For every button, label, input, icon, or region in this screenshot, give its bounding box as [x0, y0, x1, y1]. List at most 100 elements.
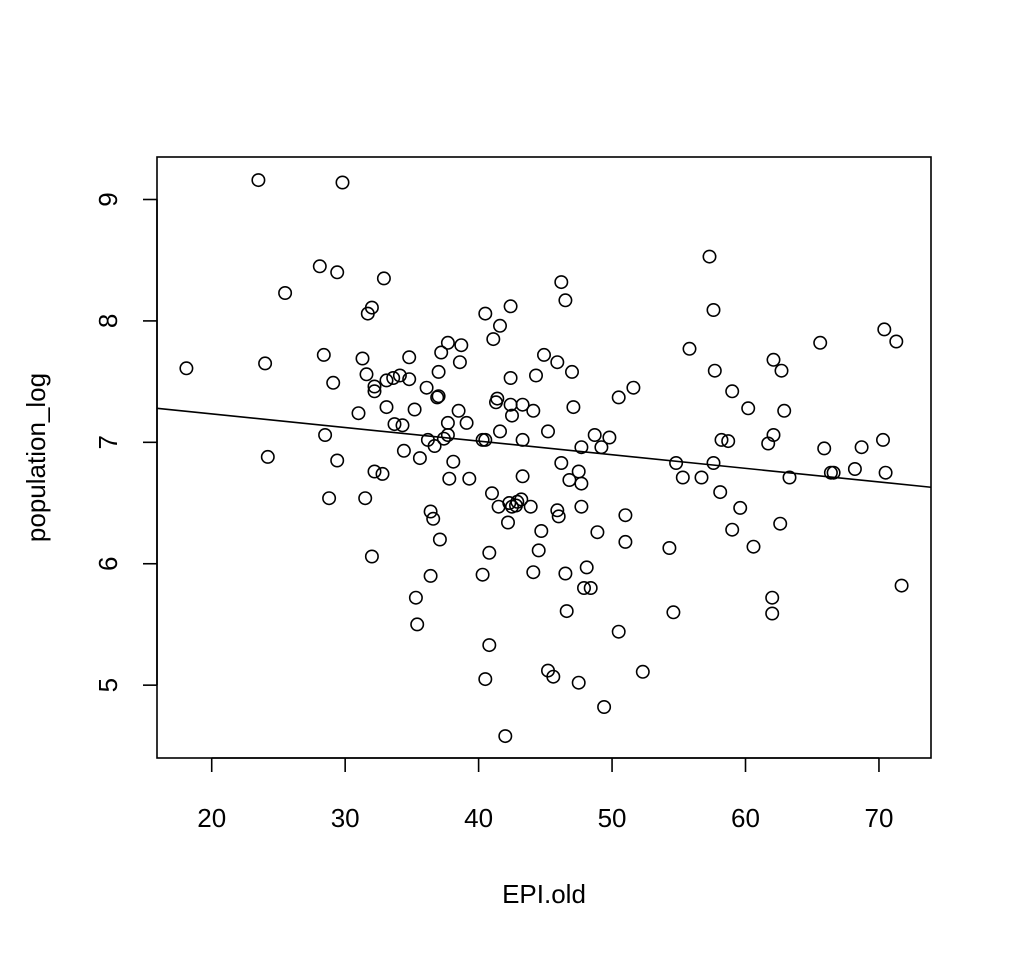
data-point [478, 432, 493, 447]
data-point [894, 578, 909, 593]
data-point [395, 418, 410, 433]
data-point [597, 699, 612, 714]
x-axis-label: EPI.old [502, 879, 586, 909]
data-point [611, 390, 626, 405]
data-point [386, 370, 401, 385]
data-point [484, 486, 499, 501]
data-point [707, 363, 722, 378]
data-point [432, 532, 447, 547]
x-axis: 20 30 40 50 60 70 [197, 757, 893, 833]
data-point [431, 389, 446, 404]
data-point [330, 453, 345, 468]
data-point [733, 500, 748, 515]
data-point [782, 470, 797, 485]
data-point [746, 539, 761, 554]
y-axis-label: population_log [21, 373, 51, 542]
data-point [550, 355, 565, 370]
data-point [504, 408, 519, 423]
data-point [423, 568, 438, 583]
data-point [355, 351, 370, 366]
data-point [576, 580, 591, 595]
data-point [514, 492, 529, 507]
data-point [482, 638, 497, 653]
data-point [583, 580, 598, 595]
x-tick-label: 40 [464, 803, 493, 833]
data-point [351, 406, 366, 421]
data-point [364, 300, 379, 315]
data-point [312, 259, 327, 274]
data-point [721, 434, 736, 449]
y-tick-label: 8 [93, 314, 123, 328]
data-point [486, 332, 501, 347]
data-point [462, 471, 477, 486]
y-tick-label: 5 [93, 678, 123, 692]
data-point [550, 503, 565, 518]
data-point [662, 540, 677, 555]
data-point [251, 173, 266, 188]
data-point [515, 469, 530, 484]
data-point [540, 424, 555, 439]
data-point [318, 427, 333, 442]
data-point [375, 466, 390, 481]
data-point [854, 440, 869, 455]
data-point [376, 271, 391, 286]
data-point [478, 672, 493, 687]
data-point [482, 545, 497, 560]
data-point [714, 432, 729, 447]
data-point [452, 355, 467, 370]
data-point [278, 285, 293, 300]
data-point [427, 438, 442, 453]
data-point [546, 669, 561, 684]
data-point [478, 306, 493, 321]
data-point [826, 465, 841, 480]
data-point [558, 566, 573, 581]
data-point [571, 675, 586, 690]
data-point [179, 361, 194, 376]
data-point [258, 356, 273, 371]
data-point [675, 470, 690, 485]
data-point [666, 605, 681, 620]
data-point [454, 338, 469, 353]
data-point [367, 464, 382, 479]
data-point [694, 470, 709, 485]
data-point [564, 364, 579, 379]
data-point [475, 567, 490, 582]
data-point [536, 347, 551, 362]
data-point [326, 375, 341, 390]
data-point [741, 401, 756, 416]
data-point [367, 384, 382, 399]
regression-line [156, 407, 932, 489]
data-point [330, 265, 345, 280]
data-point [875, 432, 890, 447]
data-point [574, 499, 589, 514]
y-tick-label: 7 [93, 435, 123, 449]
data-point [706, 455, 721, 470]
data-point [526, 565, 541, 580]
data-point [440, 335, 455, 350]
data-point [430, 390, 445, 405]
data-point [554, 275, 569, 290]
data-point [635, 664, 650, 679]
data-point [878, 465, 893, 480]
y-tick-label: 6 [93, 557, 123, 571]
data-point [440, 427, 455, 442]
x-tick-label: 20 [197, 803, 226, 833]
data-point [713, 485, 728, 500]
data-point [358, 491, 373, 506]
data-point [682, 341, 697, 356]
data-point [877, 322, 892, 337]
data-point [379, 400, 394, 415]
data-point [579, 560, 594, 575]
data-point [503, 370, 518, 385]
data-point [618, 508, 633, 523]
data-point [412, 451, 427, 466]
data-point [498, 729, 513, 744]
x-tick-label: 50 [598, 803, 627, 833]
data-point [813, 335, 828, 350]
y-tick-label: 9 [93, 192, 123, 206]
data-point [431, 364, 446, 379]
data-point [490, 391, 505, 406]
data-point [260, 449, 275, 464]
